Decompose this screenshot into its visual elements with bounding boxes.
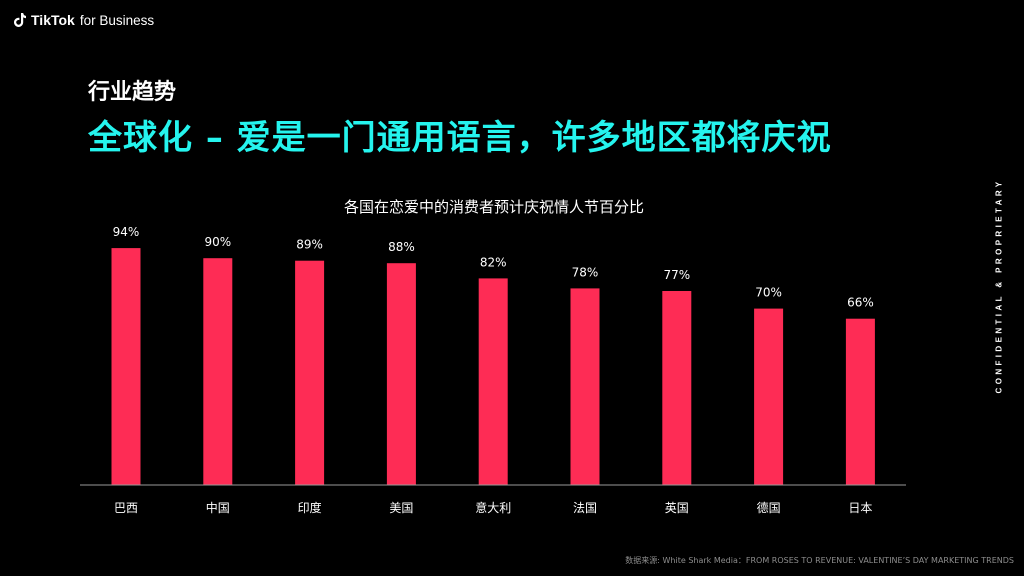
bar-2 xyxy=(203,258,233,485)
source-note: 数据来源: White Shark Media：FROM ROSES TO RE… xyxy=(625,556,1014,565)
bar-value-label: 90% xyxy=(204,235,231,249)
page-title: 全球化 – 爱是一门通用语言，许多地区都将庆祝 xyxy=(88,118,832,158)
bar-value-label: 94% xyxy=(113,225,140,239)
category-label: 英国 xyxy=(665,501,689,515)
bar-value-label: 82% xyxy=(480,255,507,269)
bar-value-label: 66% xyxy=(847,296,874,310)
bar-5 xyxy=(478,278,508,485)
bar-value-label: 77% xyxy=(663,268,690,282)
category-label: 意大利 xyxy=(475,500,511,515)
bar-4 xyxy=(386,263,416,485)
bar-value-label: 78% xyxy=(572,265,599,279)
brand-name: TikTok xyxy=(31,12,75,28)
brand-subtitle: for Business xyxy=(79,12,155,28)
chart-title: 各国在恋爱中的消费者预计庆祝情人节百分比 xyxy=(344,198,644,216)
bar-3 xyxy=(295,260,325,485)
category-label: 日本 xyxy=(848,501,872,515)
category-label: 印度 xyxy=(298,500,322,515)
bar-value-label: 89% xyxy=(296,238,323,252)
category-label: 美国 xyxy=(389,501,413,515)
tiktok-logo: TikTok for Business xyxy=(14,12,154,28)
bar-value-label: 88% xyxy=(388,240,415,254)
category-label: 德国 xyxy=(757,500,781,515)
bar-8 xyxy=(754,308,784,485)
bar-9 xyxy=(845,318,875,485)
tiktok-note-icon xyxy=(14,13,26,27)
category-label: 巴西 xyxy=(114,501,138,515)
bar-1 xyxy=(111,248,141,485)
bar-value-label: 70% xyxy=(755,286,782,300)
section-kicker: 行业趋势 xyxy=(88,80,177,105)
bar-7 xyxy=(662,291,692,485)
bar-6 xyxy=(570,288,600,485)
category-label: 法国 xyxy=(573,501,597,515)
category-label: 中国 xyxy=(206,500,230,515)
